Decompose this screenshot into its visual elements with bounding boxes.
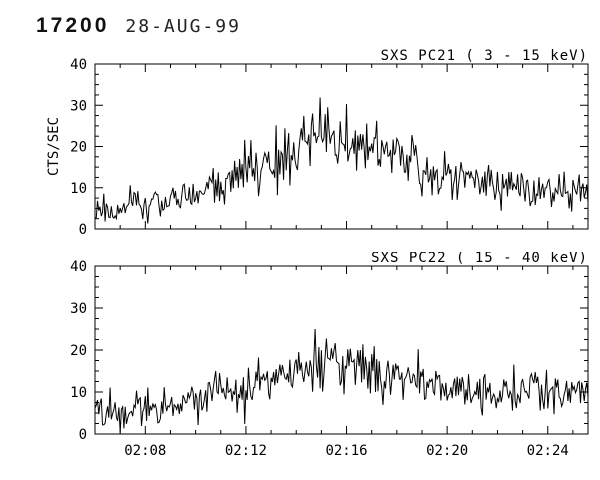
- y-tick-label: 40: [70, 259, 87, 275]
- y-tick-label: 10: [70, 385, 87, 401]
- axis-labels: 0 10 20 30 40 02:08 02:12 02:16 02:20 02:24 SXS PC…: [70, 252, 588, 459]
- burst-number: 17200: [36, 14, 110, 37]
- panel-title: SXS PC22 ( 15 - 40 keV): [371, 252, 588, 266]
- y-tick-label: 20: [70, 140, 87, 156]
- y-axis-label: CTS/SEC: [46, 117, 62, 176]
- y-tick-label: 30: [70, 301, 87, 317]
- light-curve-panel-2: 0 10 20 30 40 02:08 02:12 02:16 02:20 02:24 SXS PC…: [70, 252, 589, 459]
- plot-header: 17200 28-AUG-99: [0, 0, 600, 40]
- light-curve-trace-1: [94, 97, 589, 224]
- panel-title: SXS PC21 ( 3 - 15 keV): [381, 48, 588, 64]
- x-tick-label: 02:20: [426, 443, 468, 459]
- axes-frame: [94, 63, 589, 230]
- x-tick-label: 02:16: [325, 443, 367, 459]
- light-curve-panel-1: 0 10 20 30 40 SXS PC21 ( 3 - 15 keV) CTS/SEC: [46, 48, 589, 238]
- y-tick-label: 20: [70, 343, 87, 359]
- light-curve-trace-2: [94, 328, 589, 433]
- x-tick-label: 02:08: [124, 443, 166, 459]
- y-tick-label: 40: [70, 57, 87, 73]
- observation-date: 28-AUG-99: [125, 16, 241, 37]
- charts-container: 0 10 20 30 40 SXS PC21 ( 3 - 15 keV) CTS/SEC 0 1…: [0, 48, 600, 478]
- axis-labels: 0 10 20 30 40 SXS PC21 ( 3 - 15 keV) CTS/SEC: [46, 48, 588, 238]
- y-tick-label: 10: [70, 181, 87, 197]
- x-tick-label: 02:24: [527, 443, 569, 459]
- y-tick-label: 30: [70, 98, 87, 114]
- axes-frame: [94, 265, 589, 435]
- x-tick-label: 02:12: [225, 443, 267, 459]
- y-tick-label: 0: [79, 222, 87, 238]
- y-tick-label: 0: [79, 427, 87, 443]
